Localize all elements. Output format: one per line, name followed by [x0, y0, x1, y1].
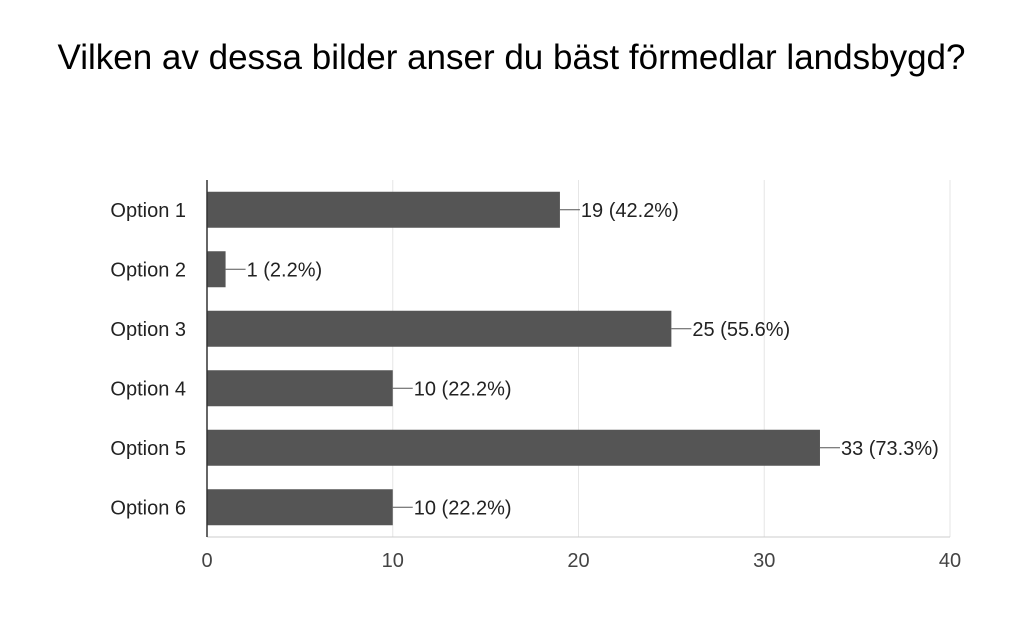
data-label: 10 (22.2%)	[414, 497, 512, 519]
x-tick-label: 40	[939, 550, 961, 572]
bar	[207, 191, 560, 228]
labels: 0 10 20 30 40 19 (42.2%) Option 1 1 (2.2%) Optio…	[110, 200, 961, 572]
chart-title: Vilken av dessa bilder anser du bäst för…	[57, 38, 966, 77]
bar	[207, 489, 393, 526]
x-tick-label: 30	[753, 550, 775, 572]
category-label: Option 4	[110, 378, 186, 400]
bar	[207, 429, 820, 466]
bar	[207, 251, 226, 288]
bars	[207, 191, 820, 526]
category-label: Option 3	[110, 319, 186, 341]
x-tick-label: 0	[201, 550, 212, 572]
grid-lines	[392, 180, 951, 537]
axes	[206, 180, 950, 538]
category-label: Option 6	[110, 497, 186, 519]
bar	[207, 370, 393, 407]
data-label: 25 (55.6%)	[692, 319, 790, 341]
data-label: 19 (42.2%)	[581, 200, 679, 222]
category-label: Option 2	[110, 259, 186, 281]
x-tick-label: 10	[382, 550, 404, 572]
data-label: 10 (22.2%)	[414, 378, 512, 400]
data-label: 1 (2.2%)	[247, 259, 323, 281]
bar	[207, 310, 672, 347]
x-tick-label: 20	[567, 550, 589, 572]
category-label: Option 1	[110, 200, 186, 222]
category-label: Option 5	[110, 438, 186, 460]
data-label: 33 (73.3%)	[841, 438, 939, 460]
